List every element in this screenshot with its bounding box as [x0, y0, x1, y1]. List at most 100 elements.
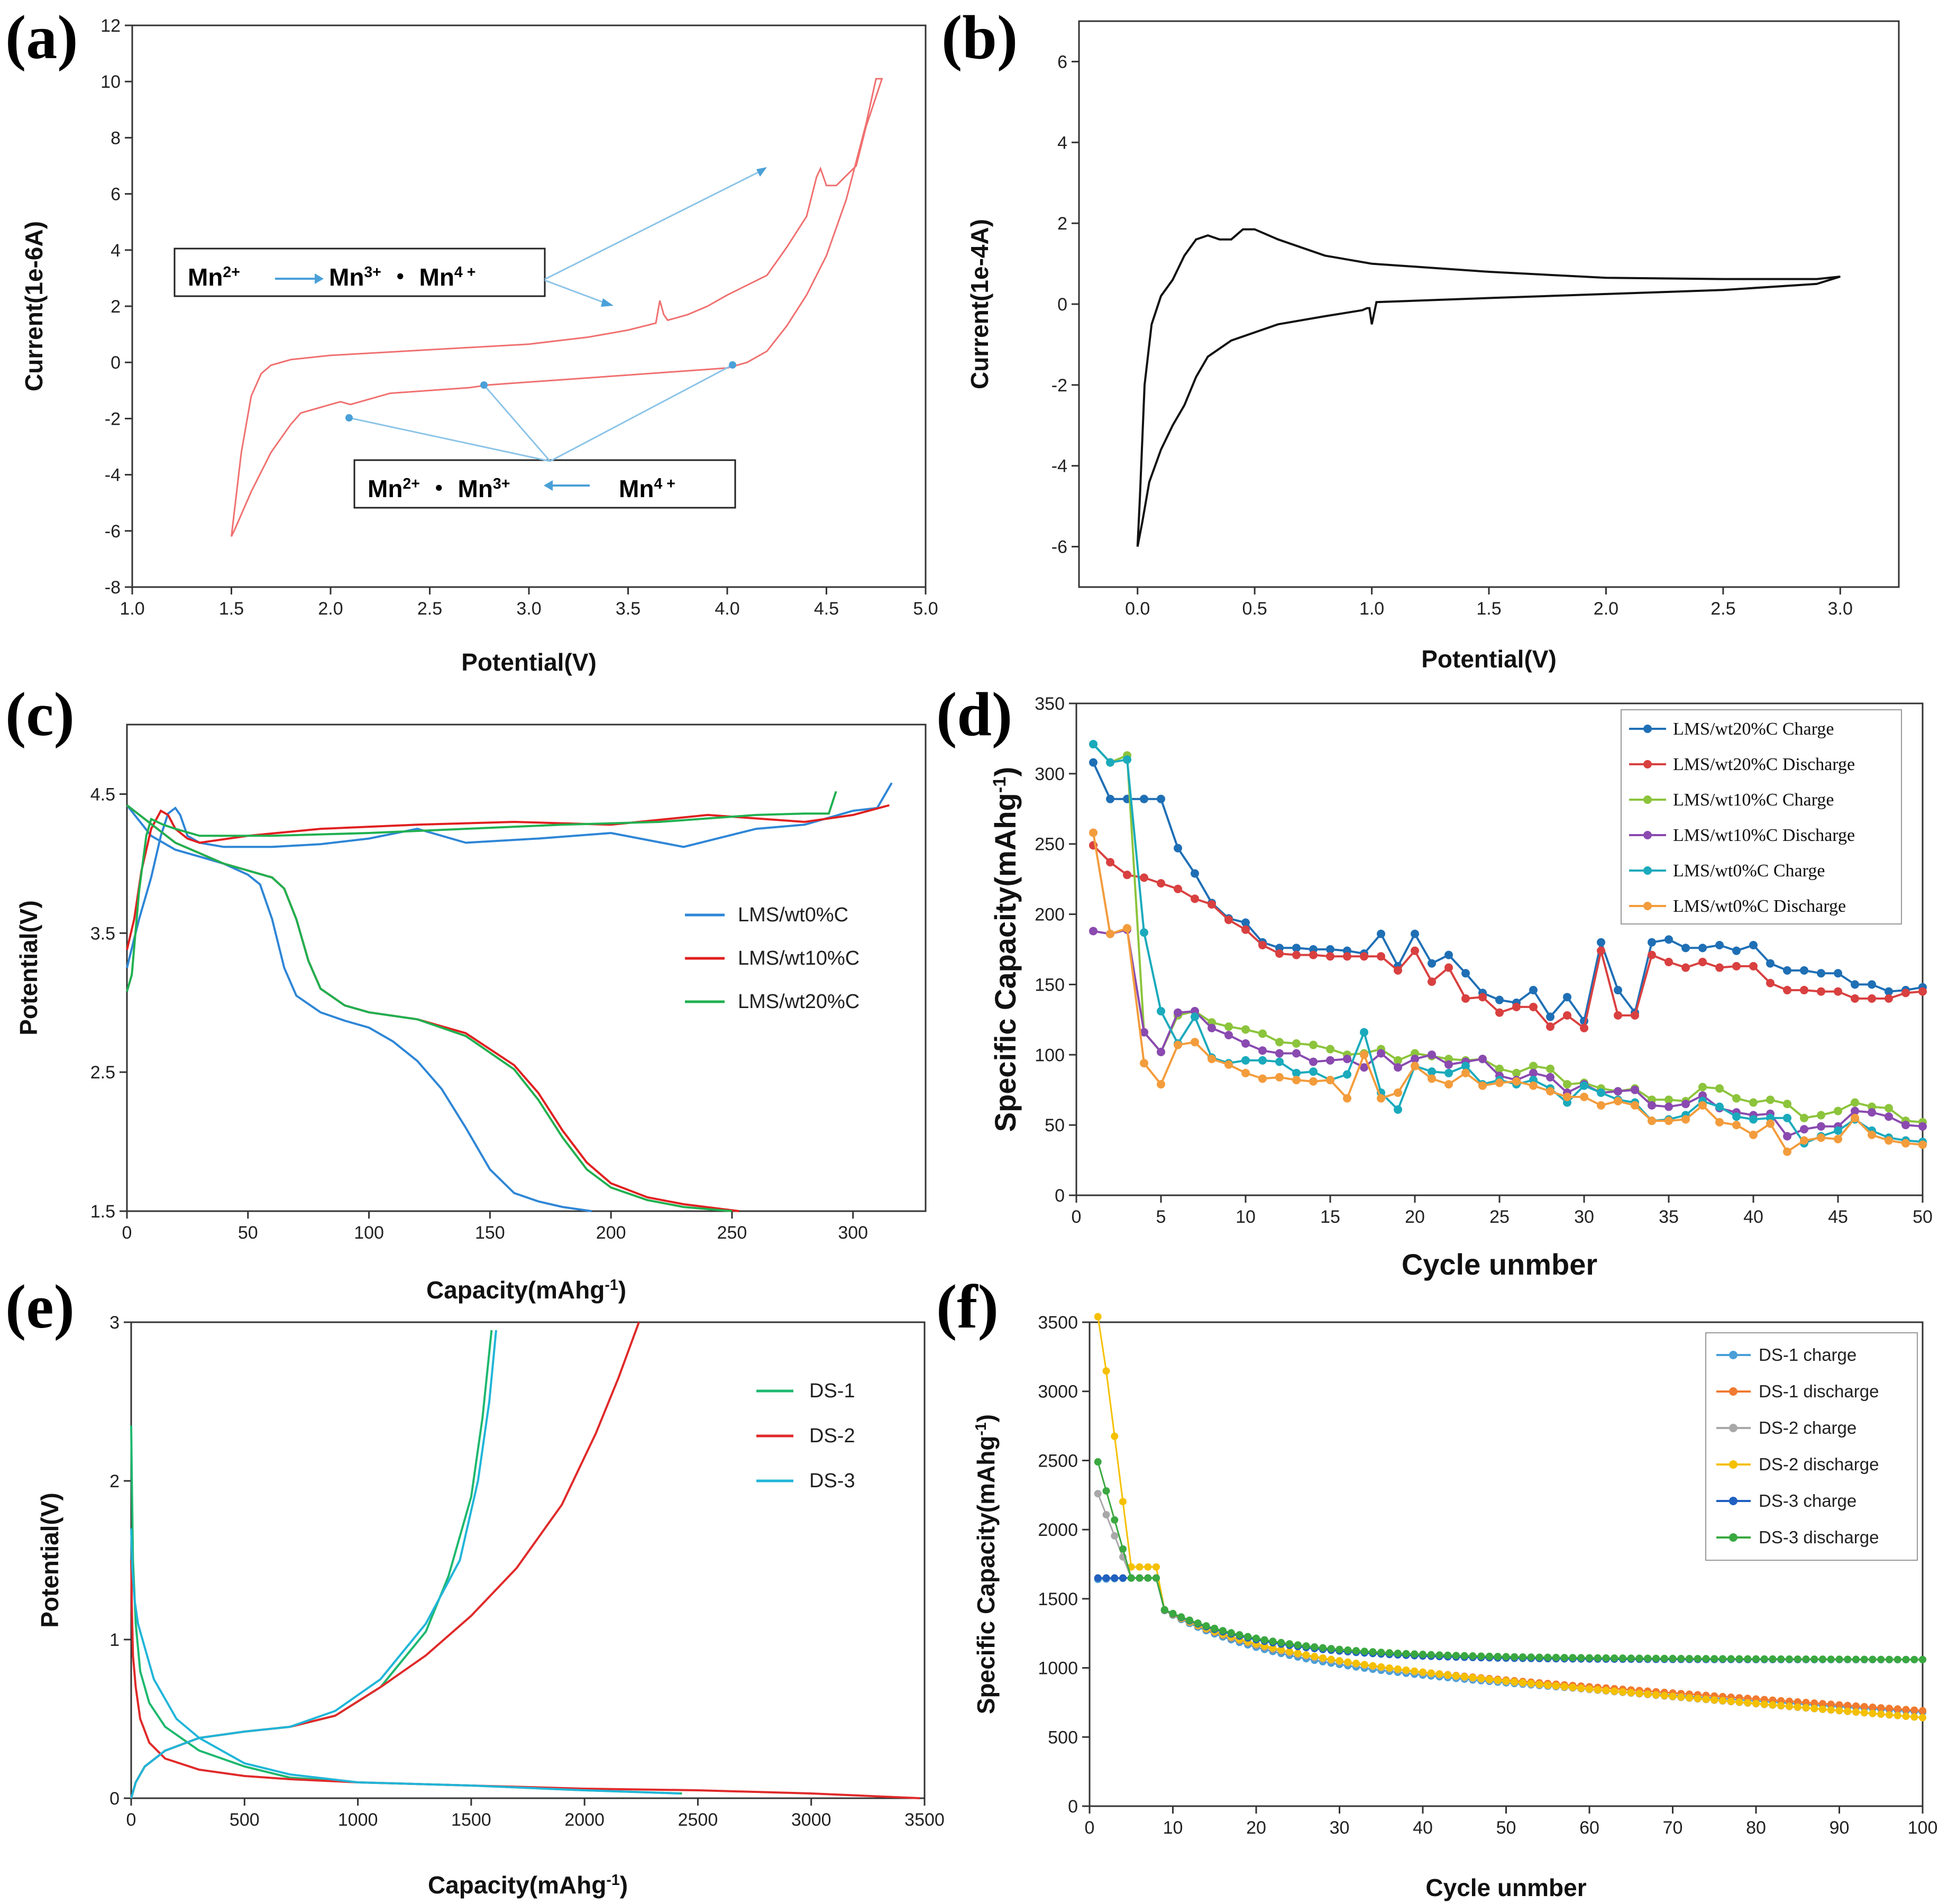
data-point	[1869, 1709, 1877, 1717]
data-point	[1461, 994, 1470, 1003]
y-tick-label: -2	[1051, 376, 1067, 396]
data-point	[1394, 1105, 1402, 1114]
x-tick-label: 1000	[338, 1810, 378, 1830]
data-point	[1749, 1098, 1758, 1107]
series-line	[1098, 1577, 1923, 1661]
data-point	[1546, 1087, 1554, 1096]
data-point	[1760, 1700, 1768, 1708]
data-point	[1157, 1047, 1165, 1056]
data-point	[1910, 1713, 1918, 1721]
data-point	[1546, 1022, 1554, 1031]
y-tick-label: 4	[1057, 133, 1067, 153]
data-point	[1614, 1096, 1622, 1105]
data-point	[1644, 1690, 1652, 1698]
data-point	[1386, 1664, 1393, 1672]
data-point	[1106, 758, 1114, 767]
y-tick-label: 4.5	[90, 784, 115, 804]
data-point	[1111, 1432, 1119, 1440]
x-tick-label: 5	[1156, 1207, 1166, 1227]
data-point	[1766, 1095, 1775, 1104]
pointer-line	[483, 385, 551, 462]
data-point	[1343, 1070, 1351, 1079]
data-point	[1336, 1645, 1343, 1653]
data-point	[1111, 1532, 1119, 1540]
x-tick-label: 20	[1405, 1207, 1425, 1227]
data-point	[1901, 988, 1910, 997]
x-tick-label: 1.0	[120, 599, 144, 619]
data-point	[1868, 994, 1876, 1003]
data-point	[1752, 1699, 1760, 1707]
legend-marker	[1729, 1351, 1737, 1359]
data-point	[1669, 1692, 1677, 1700]
y-tick-label: 0	[111, 353, 121, 373]
x-tick-label: 0.5	[1242, 599, 1267, 619]
data-point	[1258, 941, 1267, 950]
y-axis-label: Current(1e-6A)	[20, 221, 48, 391]
data-point	[1834, 1126, 1842, 1135]
data-point	[1569, 1683, 1577, 1691]
data-point	[1527, 1680, 1535, 1688]
legend-label: LMS/wt20%C	[738, 991, 859, 1013]
pointer-line	[544, 168, 765, 280]
data-point	[1411, 1061, 1419, 1070]
panel-label-a: (a)	[5, 3, 78, 72]
legend-label: DS-2	[809, 1425, 855, 1447]
x-tick-label: 0	[1072, 1207, 1082, 1227]
data-point	[1681, 944, 1690, 953]
y-tick-label: 150	[1035, 975, 1065, 995]
series-charge-curve	[126, 804, 890, 950]
legend-label: DS-3 charge	[1759, 1491, 1856, 1511]
data-point	[1369, 1648, 1377, 1656]
data-point	[1094, 1574, 1102, 1582]
y-axis-label-part: Specific Capacity	[989, 887, 1022, 1132]
data-point	[1586, 1685, 1593, 1693]
legend-label: LMS/wt10%C Charge	[1673, 790, 1834, 810]
data-point	[1810, 1699, 1818, 1707]
x-tick-label: 150	[475, 1223, 505, 1243]
data-point	[1577, 1684, 1585, 1692]
y-tick-label: 2.5	[90, 1063, 115, 1083]
data-point	[1377, 929, 1385, 938]
data-point	[1460, 1673, 1468, 1681]
data-point	[1224, 916, 1233, 924]
data-point	[1519, 1653, 1526, 1661]
data-point	[1461, 1068, 1470, 1077]
data-point	[1580, 1093, 1588, 1101]
data-point	[1648, 950, 1656, 959]
data-point	[1377, 1094, 1385, 1103]
data-point	[1894, 1705, 1901, 1713]
y-tick-label: 12	[100, 16, 121, 36]
data-point	[1681, 1115, 1690, 1124]
data-point	[1512, 1077, 1521, 1086]
data-point	[1535, 1680, 1543, 1688]
data-point	[1444, 1651, 1452, 1659]
pointer-arrowhead	[345, 414, 353, 422]
data-point	[1817, 1133, 1825, 1142]
data-point	[1594, 1686, 1602, 1694]
panel-label-d: (d)	[936, 680, 1012, 749]
data-point	[1343, 1055, 1351, 1064]
data-point	[1665, 1102, 1673, 1111]
data-point	[1260, 1636, 1268, 1644]
data-point	[1377, 1663, 1385, 1671]
data-point	[1360, 1647, 1368, 1655]
y-tick-label: -6	[105, 521, 121, 542]
data-point	[1275, 949, 1284, 958]
annotation-mn23-part: ・	[420, 475, 458, 502]
data-point	[1241, 925, 1250, 934]
data-point	[1360, 1661, 1368, 1669]
data-point	[1552, 1682, 1560, 1690]
data-point	[1275, 1049, 1284, 1058]
data-point	[1495, 995, 1504, 1004]
data-point	[1627, 1654, 1635, 1662]
data-point	[1343, 952, 1351, 961]
data-point	[1402, 1650, 1410, 1658]
data-point	[1769, 1701, 1777, 1709]
data-point	[1851, 1106, 1859, 1115]
x-axis-label-part: -1	[605, 1277, 618, 1294]
data-point	[1336, 1657, 1343, 1665]
annotation-mn34-part: Mn	[329, 263, 364, 291]
data-point	[1694, 1655, 1702, 1663]
data-point	[1868, 1108, 1876, 1117]
data-point	[1749, 1130, 1758, 1139]
